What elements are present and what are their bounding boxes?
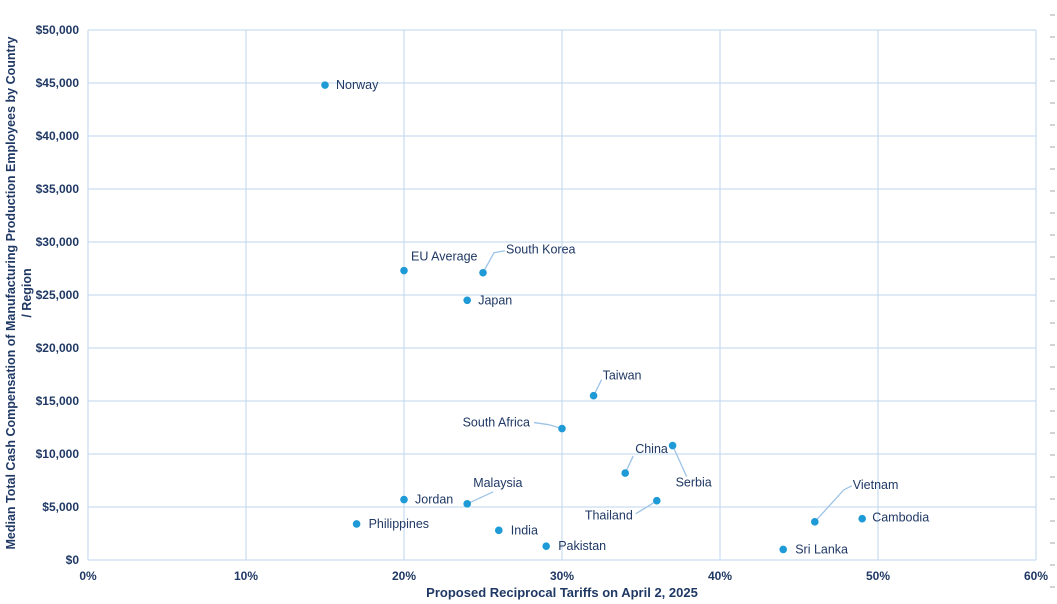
- point-vietnam[interactable]: [811, 518, 819, 526]
- point-pakistan[interactable]: [542, 542, 550, 551]
- point-norway[interactable]: [321, 81, 329, 89]
- y-tick-label: $40,000: [36, 129, 80, 143]
- y-tick-label: $35,000: [36, 182, 80, 196]
- point-taiwan[interactable]: [589, 391, 598, 400]
- y-axis-title-line-1: Median Total Cash Compensation of Manufa…: [3, 36, 18, 550]
- point-label-serbia: Serbia: [676, 476, 712, 490]
- point-label-thailand: Thailand: [585, 509, 633, 523]
- point-label-norway: Norway: [336, 78, 379, 92]
- edge-tick: [1050, 36, 1055, 38]
- edge-tick: [1050, 410, 1055, 412]
- edge-tick: [1050, 388, 1055, 390]
- y-axis-title: Median Total Cash Compensation of Manufa…: [3, 1, 36, 585]
- x-tick-label: 40%: [708, 569, 732, 583]
- edge-tick: [1050, 146, 1055, 148]
- x-tick-label: 50%: [866, 569, 890, 583]
- point-sri-lanka[interactable]: [779, 545, 787, 554]
- x-tick-label: 20%: [392, 569, 416, 583]
- point-india[interactable]: [495, 526, 503, 535]
- edge-tick: [1050, 300, 1055, 302]
- edge-tick: [1050, 14, 1055, 16]
- y-tick-label: $0: [66, 553, 80, 567]
- point-eu-average[interactable]: [400, 266, 408, 275]
- point-label-china: China: [635, 442, 668, 456]
- point-cambodia[interactable]: [858, 514, 866, 523]
- edge-tick: [1050, 80, 1055, 82]
- edge-tick: [1050, 278, 1055, 280]
- point-label-sri-lanka: Sri Lanka: [795, 542, 848, 556]
- edge-tick: [1050, 124, 1055, 126]
- edge-tick: [1050, 190, 1055, 192]
- edge-tick: [1050, 168, 1055, 170]
- x-axis-tick-labels: 0% 10% 20% 30% 40% 50% 60%: [79, 569, 1048, 583]
- x-tick-label: 0%: [79, 569, 97, 583]
- label-leader-lines: [466, 250, 853, 523]
- right-edge-ruler-ticks: [1050, 14, 1055, 588]
- point-thailand[interactable]: [653, 496, 661, 505]
- y-tick-label: $20,000: [36, 341, 80, 355]
- edge-tick: [1050, 498, 1055, 500]
- data-points: [321, 81, 866, 554]
- point-label-vietnam: Vietnam: [853, 478, 899, 492]
- leader-line-thailand: [635, 500, 658, 515]
- x-tick-label: 10%: [234, 569, 258, 583]
- point-label-taiwan: Taiwan: [603, 369, 642, 383]
- y-axis-title-line-2: / Region: [20, 268, 34, 318]
- point-label-south-korea: South Korea: [506, 243, 576, 257]
- edge-tick: [1050, 520, 1055, 522]
- edge-tick: [1050, 542, 1055, 544]
- gridlines: [87, 29, 1037, 561]
- leader-line-south-korea: [482, 250, 506, 274]
- point-south-korea[interactable]: [479, 268, 487, 277]
- point-label-pakistan: Pakistan: [558, 539, 606, 553]
- point-label-south-africa: South Africa: [463, 416, 530, 430]
- y-tick-label: $5,000: [42, 500, 79, 514]
- data-point-labels: Norway Philippines Jordan EU Average Japan Ma…: [336, 78, 929, 556]
- y-tick-label: $45,000: [36, 76, 80, 90]
- y-tick-label: $10,000: [36, 447, 80, 461]
- y-axis-tick-labels: $0 $5,000 $10,000 $15,000 $20,000 $25,000 $30,…: [36, 23, 80, 567]
- point-label-malaysia: Malaysia: [473, 476, 522, 490]
- edge-tick: [1050, 322, 1055, 324]
- leader-line-serbia: [672, 445, 688, 477]
- point-philippines[interactable]: [352, 520, 361, 528]
- point-label-cambodia: Cambodia: [872, 511, 929, 525]
- point-jordan[interactable]: [400, 495, 408, 504]
- edge-tick: [1050, 564, 1055, 566]
- edge-tick: [1050, 432, 1055, 434]
- edge-tick: [1050, 476, 1055, 478]
- y-tick-label: $15,000: [36, 394, 80, 408]
- point-serbia[interactable]: [668, 441, 677, 450]
- edge-tick: [1050, 58, 1055, 60]
- edge-tick: [1050, 102, 1055, 104]
- leader-line-south-africa: [533, 421, 563, 430]
- point-label-jordan: Jordan: [415, 493, 453, 507]
- edge-tick: [1050, 234, 1055, 236]
- y-tick-label: $50,000: [36, 23, 80, 37]
- x-tick-label: 30%: [550, 569, 574, 583]
- point-label-india: India: [511, 523, 538, 537]
- edge-tick: [1050, 212, 1055, 214]
- edge-tick: [1050, 366, 1055, 368]
- point-china[interactable]: [621, 469, 629, 477]
- point-label-japan: Japan: [478, 293, 512, 307]
- point-label-philippines: Philippines: [369, 517, 429, 531]
- edge-tick: [1050, 256, 1055, 258]
- edge-tick: [1050, 586, 1055, 588]
- point-south-africa[interactable]: [558, 424, 566, 433]
- x-tick-label: 60%: [1024, 569, 1048, 583]
- point-label-eu-average: EU Average: [411, 250, 478, 264]
- y-tick-label: $30,000: [36, 235, 80, 249]
- point-japan[interactable]: [463, 296, 472, 305]
- leader-line-vietnam: [814, 485, 853, 523]
- leader-line-malaysia: [466, 491, 494, 505]
- x-axis-title: Proposed Reciprocal Tariffs on April 2, …: [426, 585, 698, 600]
- edge-tick: [1050, 344, 1055, 346]
- edge-tick: [1050, 454, 1055, 456]
- point-malaysia[interactable]: [463, 500, 472, 508]
- y-tick-label: $25,000: [36, 288, 80, 302]
